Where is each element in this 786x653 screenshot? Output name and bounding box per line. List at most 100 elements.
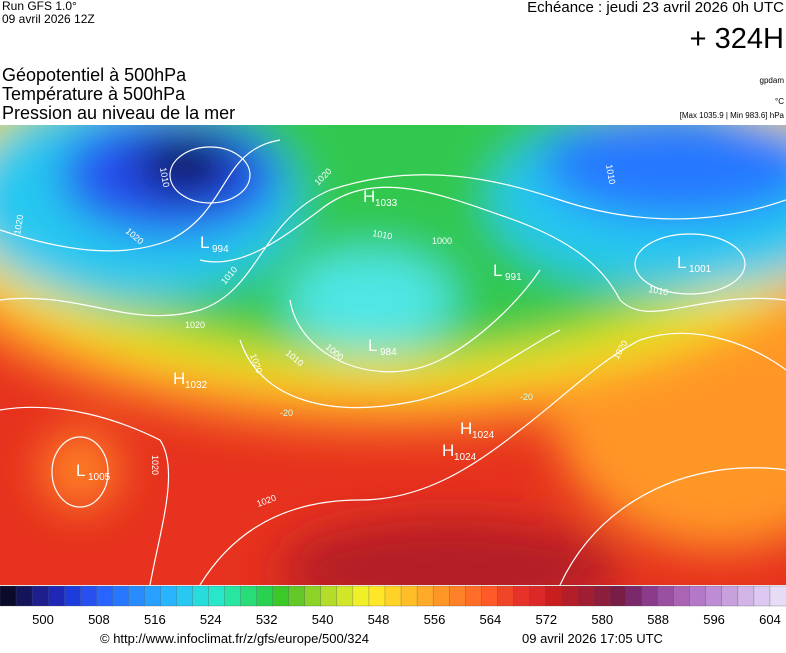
center-type: H: [460, 419, 472, 438]
color-swatch: [769, 585, 786, 607]
color-swatch: [721, 585, 739, 607]
title-line: Pression au niveau de la mer: [2, 103, 235, 123]
color-swatch: [753, 585, 771, 607]
center-pressure: 994: [212, 244, 229, 255]
center-pressure: 1024: [454, 452, 477, 463]
color-swatch: [577, 585, 595, 607]
center-type: L: [200, 233, 209, 252]
title-line: Température à 500hPa: [2, 84, 186, 104]
unit-label: °C: [775, 97, 784, 106]
color-swatch: [384, 585, 402, 607]
center-pressure: 1005: [88, 472, 111, 483]
center-pressure: 1033: [375, 198, 398, 209]
color-scale: 500 508 516 524 532 540 548 556 564 572 580 588 596 6…: [0, 585, 786, 627]
color-swatch: [112, 585, 129, 607]
color-swatch: [513, 585, 530, 607]
color-swatch: [432, 585, 450, 607]
color-swatch: [208, 585, 226, 607]
center-type: H: [442, 441, 454, 460]
title-line: Géopotentiel à 500hPa: [2, 65, 187, 85]
color-swatch: [144, 585, 162, 607]
color-swatch: [288, 585, 306, 607]
color-swatch: [304, 585, 322, 607]
isobar-label: 1000: [432, 236, 452, 246]
color-swatch: [705, 585, 723, 607]
color-swatch: [31, 585, 49, 607]
scale-tick-label: 556: [424, 612, 446, 627]
scale-tick-label: 500: [32, 612, 54, 627]
center-type: L: [493, 261, 502, 280]
color-swatch: [256, 585, 274, 607]
color-swatch: [689, 585, 707, 607]
color-swatch: [64, 585, 81, 607]
color-swatch: [224, 585, 242, 607]
isobar-label: 1020: [150, 455, 160, 475]
color-swatch: [80, 585, 97, 607]
color-swatch: [192, 585, 210, 607]
lead-time: + 324H: [690, 23, 784, 55]
color-swatch: [657, 585, 675, 607]
scale-tick-label: 604: [759, 612, 781, 627]
color-swatch: [529, 585, 547, 607]
color-swatch: [609, 585, 627, 607]
scale-tick-label: 508: [88, 612, 110, 627]
color-swatch: [336, 585, 354, 607]
center-type: H: [363, 187, 375, 206]
source-url: © http://www.infoclimat.fr/z/gfs/europe/…: [100, 631, 369, 646]
run-label: Run GFS 1.0°: [2, 0, 77, 13]
center-pressure: 1024: [472, 430, 495, 441]
center-type: H: [173, 369, 185, 388]
color-swatch: [240, 585, 258, 607]
color-swatch: [320, 585, 338, 607]
color-swatch: [545, 585, 563, 607]
scale-tick-label: 540: [312, 612, 334, 627]
isotherm-label: -20: [520, 392, 533, 402]
center-pressure: 1001: [689, 264, 712, 275]
unit-label: gpdam: [760, 76, 785, 85]
scale-tick-label: 596: [703, 612, 725, 627]
unit-label: [Max 1035.9 | Min 983.6] hPa: [680, 111, 785, 120]
center-type: L: [76, 461, 85, 480]
color-swatch: [368, 585, 386, 607]
color-swatch: [737, 585, 755, 607]
generated-time: 09 avril 2026 17:05 UTC: [522, 631, 663, 646]
color-swatch: [47, 585, 65, 607]
color-swatch: [160, 585, 178, 607]
color-swatch: [561, 585, 579, 607]
color-swatch: [400, 585, 418, 607]
isobar-label: 1010: [648, 284, 669, 297]
color-swatch: [448, 585, 466, 607]
isotherm-label: -20: [280, 408, 293, 418]
run-date: 09 avril 2026 12Z: [2, 12, 95, 26]
color-swatch: [96, 585, 113, 607]
color-swatch: [593, 585, 611, 607]
color-swatch: [128, 585, 146, 607]
scale-tick-label: 588: [647, 612, 669, 627]
center-type: L: [677, 253, 686, 272]
color-swatch: [625, 585, 643, 607]
isobar-label: 1010: [604, 164, 617, 185]
scale-tick-label: 580: [591, 612, 613, 627]
color-swatch: [15, 585, 33, 607]
isobar-label: 1010: [158, 167, 171, 188]
echeance: Echéance : jeudi 23 avril 2026 0h UTC: [527, 0, 784, 16]
color-swatch: [641, 585, 659, 607]
scale-tick-label: 548: [368, 612, 390, 627]
color-swatch: [352, 585, 370, 607]
isobar-label: 1020: [185, 320, 205, 330]
center-pressure: 984: [380, 347, 397, 358]
scale-tick-label: 516: [144, 612, 166, 627]
color-swatch: [481, 585, 498, 607]
isobar-label: 1010: [372, 228, 393, 241]
scale-tick-label: 572: [535, 612, 557, 627]
color-swatch: [272, 585, 290, 607]
center-pressure: 991: [505, 272, 522, 283]
color-swatch: [416, 585, 434, 607]
isobar-label: 1020: [12, 214, 25, 235]
color-swatch: [465, 585, 482, 607]
center-pressure: 1032: [185, 380, 208, 391]
scale-tick-label: 564: [480, 612, 502, 627]
color-swatch: [673, 585, 691, 607]
color-swatch: [0, 585, 17, 607]
